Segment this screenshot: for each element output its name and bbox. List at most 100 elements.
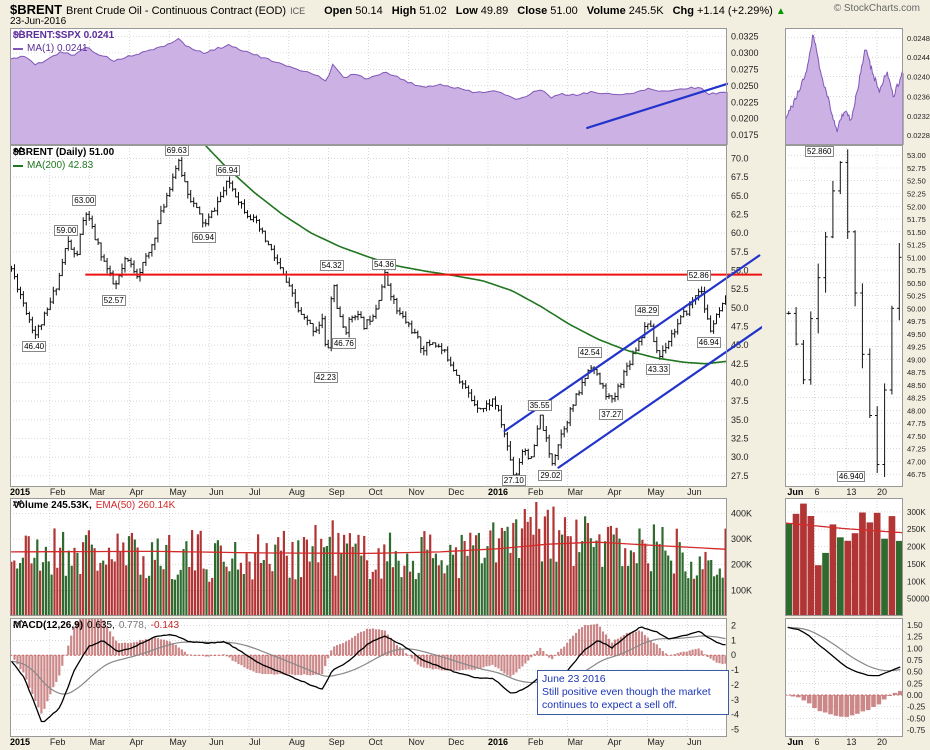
price-label: 52.57	[101, 295, 126, 306]
volume-bar	[632, 552, 635, 616]
volume-bar	[724, 528, 727, 616]
macd-histogram-bar	[700, 650, 703, 656]
y-tick-label: 300K	[731, 534, 752, 544]
macd-line	[787, 626, 901, 677]
macd-histogram-bar	[103, 620, 106, 656]
macd-histogram-bar	[724, 655, 727, 664]
volume-bar	[469, 532, 472, 616]
macd-histogram-bar	[91, 618, 94, 656]
volume-bar	[388, 532, 392, 616]
y-tick-label: 42.5	[731, 359, 749, 369]
x-axis-label: May	[169, 487, 187, 497]
volume-bar	[460, 534, 463, 616]
macd-histogram-bar	[324, 655, 327, 667]
volume-bar	[409, 571, 412, 616]
x-axis-label: Jun	[687, 487, 702, 497]
macd-histogram-bar	[470, 655, 473, 670]
volume-bar	[549, 558, 552, 616]
x-axis-label: Jul	[249, 487, 261, 497]
macd-histogram-bar	[404, 653, 407, 656]
x-axis-main-top: 2015 Feb Mar Apr May Jun Jul Aug Sep Oct Nov Dec 201…	[10, 487, 770, 498]
macd-histogram-bar	[413, 655, 416, 662]
volume-bar	[609, 525, 612, 616]
volume-bar	[520, 528, 524, 616]
volume-bar	[704, 551, 707, 616]
macd-histogram-bar	[273, 655, 276, 675]
volume-ema-line	[785, 522, 904, 534]
volume-bar	[199, 530, 202, 616]
volume-zoom-panel: 300K 250K 200K 150K 100K 50000	[785, 498, 930, 616]
x-axis-label: May	[647, 487, 665, 497]
volume-bar	[360, 555, 363, 616]
volume-bar	[595, 540, 598, 616]
volume-bar	[672, 573, 676, 616]
macd-histogram-bar	[207, 655, 210, 657]
volume-bar	[142, 556, 145, 616]
volume-bar	[165, 544, 168, 616]
x-axis-label: Dec	[448, 737, 465, 747]
y-tick-label: 47.00	[907, 458, 926, 467]
exchange: ICE	[290, 6, 306, 16]
y-tick-label: 55.0	[731, 265, 749, 275]
macd-histogram-bar	[563, 646, 566, 656]
macd-histogram-bar	[622, 635, 625, 656]
volume-bar	[377, 548, 380, 616]
volume-bar	[340, 553, 343, 616]
volume-bar	[173, 579, 176, 616]
x-axis-label: Apr	[607, 737, 622, 747]
volume-bar	[592, 547, 595, 616]
y-tick-label: 49.00	[907, 355, 926, 364]
volume-bar	[351, 546, 354, 616]
macd-histogram-bar	[243, 655, 246, 668]
y-tick-label: 0.0250	[731, 81, 759, 91]
volume-bar	[792, 513, 800, 616]
macd-histogram-bar	[718, 655, 721, 664]
volume-bar	[127, 536, 131, 616]
y-tick-label: 52.50	[907, 177, 926, 186]
plot-border	[785, 618, 903, 737]
y-tick-label: 50.50	[907, 279, 926, 288]
macd-histogram-bar	[419, 655, 422, 667]
macd-histogram-bar	[578, 629, 581, 656]
volume-bar	[420, 537, 423, 616]
volume-bar	[82, 542, 85, 616]
macd-histogram-bar	[85, 618, 88, 656]
volume-bar	[495, 562, 498, 616]
volume-bar	[156, 538, 159, 616]
price-label: 35.55	[527, 400, 552, 411]
price-label: 66.94	[215, 165, 240, 176]
volume-bar	[698, 556, 701, 616]
y-tick-label: 0.0236	[907, 92, 930, 101]
volume-bar	[254, 552, 257, 616]
plot-border	[10, 498, 727, 616]
macd-histogram-bar	[153, 637, 156, 656]
x-axis-label: Mar	[567, 737, 584, 747]
macd-histogram-bar	[422, 655, 425, 668]
macd-histogram-bar	[634, 631, 637, 656]
volume-bar	[431, 558, 435, 616]
volume-bar	[426, 549, 429, 616]
y-tick-label: 0.25	[907, 679, 923, 688]
volume-bar	[343, 534, 346, 616]
volume-bar	[837, 537, 844, 616]
macd-histogram-bar	[536, 650, 539, 656]
macd-histogram-bar	[195, 655, 198, 656]
macd-histogram-bar	[416, 655, 419, 665]
macd-histogram-bar	[697, 648, 700, 656]
macd-histogram-bar	[706, 655, 709, 657]
legend-line: MA(200) 42.83	[13, 159, 118, 172]
y-tick-label: 48.25	[907, 394, 926, 403]
volume-bar	[314, 525, 317, 616]
volume-bar	[294, 579, 297, 616]
price-label: 46.940	[836, 471, 866, 482]
macd-histogram-bar	[527, 655, 530, 661]
price-panel: 70.0 67.5 65.0 62.5 60.0 57.5 55.0 52.5 50.0 47.5…	[10, 145, 762, 487]
legend-chart-icon	[13, 619, 24, 627]
macd-histogram-bar	[228, 655, 231, 658]
macd-histogram-bar	[386, 634, 389, 656]
volume-bar	[684, 571, 687, 616]
volume-bar	[239, 562, 242, 616]
legend-text: MACD(12,26,9)	[13, 620, 84, 631]
plot-border	[785, 28, 903, 145]
volume-bar	[96, 570, 99, 616]
